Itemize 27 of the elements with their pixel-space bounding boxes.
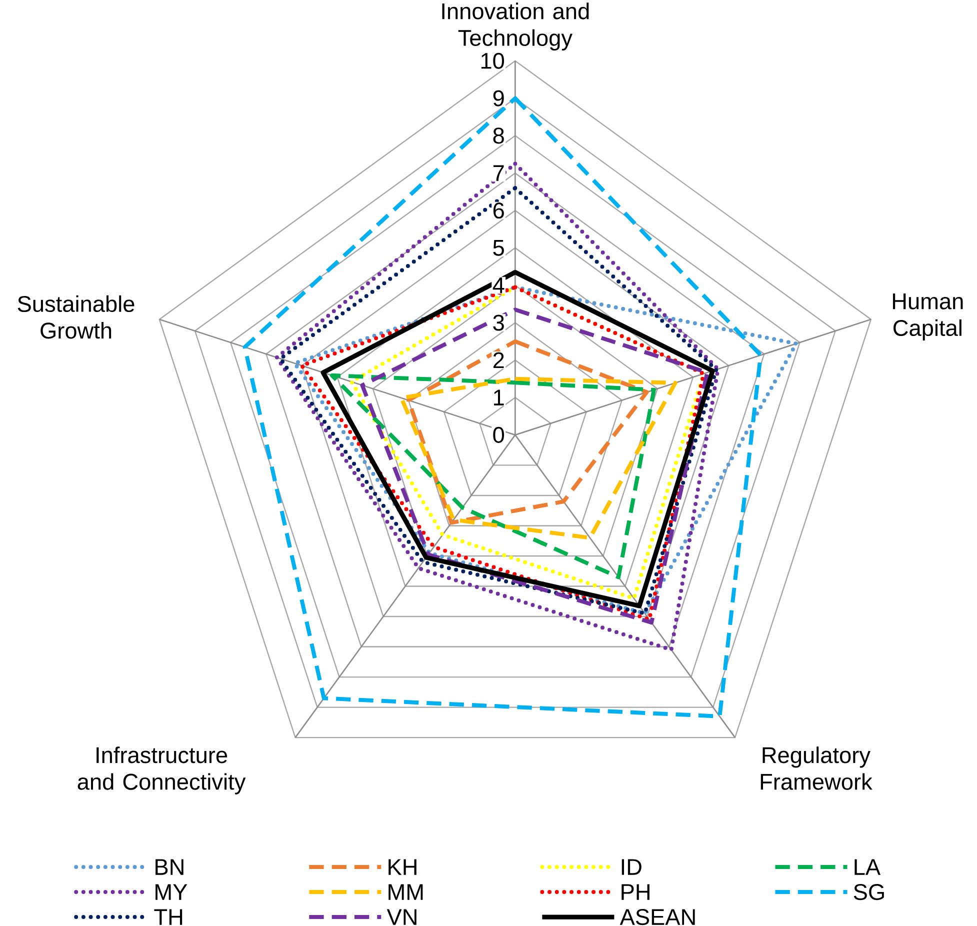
legend-label: KH <box>388 859 416 875</box>
y-tick-label: 7 <box>493 165 504 181</box>
spoke-label: Regulatory Framework <box>760 746 872 790</box>
legend-label: ID <box>622 859 642 875</box>
y-tick-label: 10 <box>481 52 504 69</box>
legend-label: PH <box>622 884 650 900</box>
spoke-label: Sustainable Growth <box>18 295 134 339</box>
y-tick-label: 0 <box>493 426 504 443</box>
y-tick-label: 6 <box>493 202 504 218</box>
spoke-label: Human Capital <box>892 293 963 340</box>
spoke-label: Innovation and Technology <box>442 2 589 50</box>
y-tick-label: 1 <box>494 390 504 406</box>
y-tick-label: 9 <box>493 90 504 106</box>
legend-label: SG <box>854 884 884 900</box>
y-tick-label: 5 <box>493 240 504 256</box>
y-tick-label: 4 <box>492 277 504 293</box>
legend-label: ASEAN <box>620 908 695 925</box>
y-tick-label: 3 <box>493 314 504 331</box>
legend-label: TH <box>154 909 182 925</box>
legend-label: VN <box>386 909 416 925</box>
legend-label: BN <box>156 859 184 875</box>
y-tick-label: 8 <box>493 127 504 144</box>
legend-label: LA <box>854 859 881 875</box>
legend-label: MM <box>388 884 423 900</box>
y-tick-label: 2 <box>493 352 504 368</box>
legend-label: MY <box>156 884 188 900</box>
spoke-label: Infrastructure and Connectivity <box>78 746 246 794</box>
